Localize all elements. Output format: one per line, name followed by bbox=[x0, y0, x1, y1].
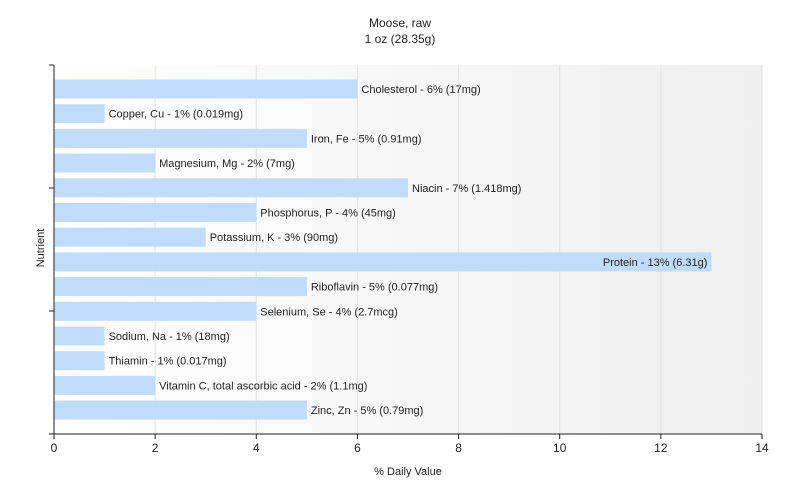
x-tick-label: 0 bbox=[51, 441, 58, 455]
bar-label: Vitamin C, total ascorbic acid - 2% (1.1… bbox=[159, 380, 367, 392]
bar-label: Zinc, Zn - 5% (0.79mg) bbox=[311, 405, 423, 417]
y-axis-label: Nutrient bbox=[35, 228, 47, 268]
x-axis-label: % Daily Value bbox=[374, 466, 442, 478]
bar bbox=[54, 203, 257, 222]
bar bbox=[54, 301, 257, 321]
bar bbox=[54, 104, 105, 124]
x-tick-label: 8 bbox=[455, 441, 462, 455]
x-tick-label: 12 bbox=[654, 441, 668, 455]
bar-label: Iron, Fe - 5% (0.91mg) bbox=[311, 133, 422, 145]
x-tick-label: 10 bbox=[553, 441, 567, 455]
bar bbox=[54, 79, 358, 99]
bar bbox=[54, 375, 156, 395]
bar-label: Riboflavin - 5% (0.077mg) bbox=[311, 282, 438, 294]
plot-background bbox=[54, 65, 762, 434]
bar bbox=[54, 178, 408, 198]
chart-title: Moose, raw bbox=[368, 16, 432, 30]
bar-label: Copper, Cu - 1% (0.019mg) bbox=[109, 109, 244, 121]
bar bbox=[54, 128, 307, 148]
bar-label: Magnesium, Mg - 2% (7mg) bbox=[159, 158, 295, 170]
bar bbox=[54, 153, 156, 173]
bar bbox=[54, 326, 105, 346]
bar-label: Protein - 13% (6.31g) bbox=[603, 257, 708, 269]
bar bbox=[54, 227, 206, 247]
bar-label: Thiamin - 1% (0.017mg) bbox=[109, 356, 227, 368]
bar bbox=[54, 277, 307, 297]
bar bbox=[54, 351, 105, 371]
bar-label: Cholesterol - 6% (17mg) bbox=[361, 84, 480, 96]
bar bbox=[54, 400, 307, 420]
x-tick-label: 6 bbox=[354, 441, 361, 455]
bar-label: Potassium, K - 3% (90mg) bbox=[210, 232, 338, 244]
x-tick-label: 4 bbox=[253, 441, 260, 455]
bar-label: Sodium, Na - 1% (18mg) bbox=[109, 331, 230, 343]
bar-label: Selenium, Se - 4% (2.7mcg) bbox=[260, 306, 398, 318]
bar bbox=[54, 252, 712, 272]
bar-label: Phosphorus, P - 4% (45mg) bbox=[260, 208, 396, 220]
bar-label: Niacin - 7% (1.418mg) bbox=[412, 183, 521, 195]
x-tick-label: 2 bbox=[152, 441, 159, 455]
chart-subtitle: 1 oz (28.35g) bbox=[364, 32, 436, 46]
x-tick-label: 14 bbox=[755, 441, 769, 455]
